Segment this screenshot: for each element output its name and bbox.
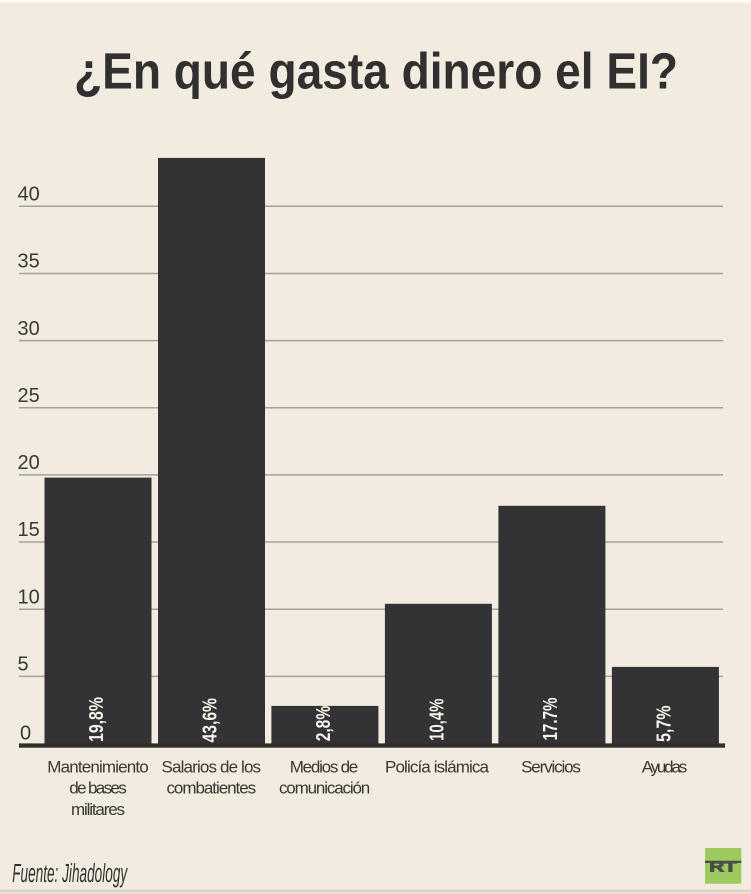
svg-text:40: 40 [18,184,40,206]
svg-text:Salarios de los: Salarios de los [162,758,261,777]
svg-text:Servicios: Servicios [521,758,581,777]
svg-text:Policía islámica: Policía islámica [385,758,490,777]
svg-text:20: 20 [18,452,40,474]
svg-text:5,7%: 5,7% [654,705,676,742]
svg-text:militares: militares [71,800,125,819]
svg-text:2,8%: 2,8% [313,706,335,742]
svg-text:0: 0 [20,723,31,745]
svg-text:Ayudas: Ayudas [642,758,687,777]
svg-text:17.7%: 17.7% [540,697,562,740]
svg-text:43,6%: 43,6% [200,698,222,743]
svg-text:combatientes: combatientes [166,779,256,798]
svg-text:30: 30 [18,318,40,340]
svg-text:15: 15 [18,519,40,541]
svg-text:Medios de: Medios de [290,758,359,777]
svg-text:25: 25 [18,385,40,407]
svg-text:10: 10 [18,586,40,608]
svg-text:19,8%: 19,8% [86,697,108,742]
svg-text:Mantenimiento: Mantenimiento [47,758,149,777]
svg-text:¿En qué gasta dinero el EI?: ¿En qué gasta dinero el EI? [74,43,678,100]
svg-text:35: 35 [18,251,40,273]
svg-text:5: 5 [18,654,29,676]
svg-text:RT: RT [709,859,737,875]
svg-text:comunicación: comunicación [279,779,370,798]
svg-text:de bases: de bases [69,779,126,798]
svg-text:10,4%: 10,4% [427,698,449,741]
svg-text:Fuente: Jihadology: Fuente: Jihadology [12,860,128,888]
